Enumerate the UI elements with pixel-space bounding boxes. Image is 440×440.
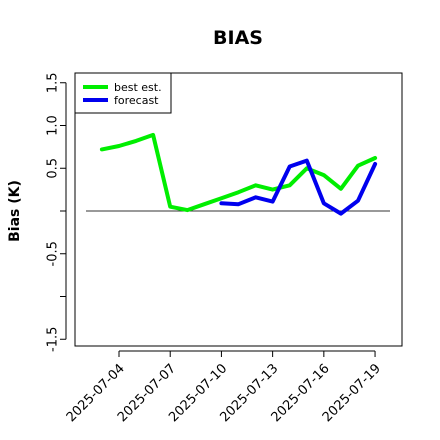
best-est-line [99,132,378,213]
legend-box [74,72,172,114]
legend-label: forecast [114,94,159,107]
y-axis-label: Bias (K) [7,180,23,242]
legend: best est.forecast [74,72,172,114]
series-layer [99,132,378,216]
y-tick-label: 1.0 [46,115,61,136]
y-tick-label: -1.5 [46,327,61,352]
y-tick-label: -0.5 [46,241,61,266]
chart-title: BIAS [213,27,263,49]
y-tick-label: 1.5 [46,72,61,93]
y-tick-label: 0.5 [46,158,61,179]
plot-frame [74,72,403,347]
forecast-line [219,158,378,216]
x-axis: 2025-07-042025-07-072025-07-102025-07-13… [64,350,384,425]
legend-label: best est. [114,81,162,94]
y-axis: -1.5 -0.5 0.5 1.0 1.5 [46,72,67,352]
